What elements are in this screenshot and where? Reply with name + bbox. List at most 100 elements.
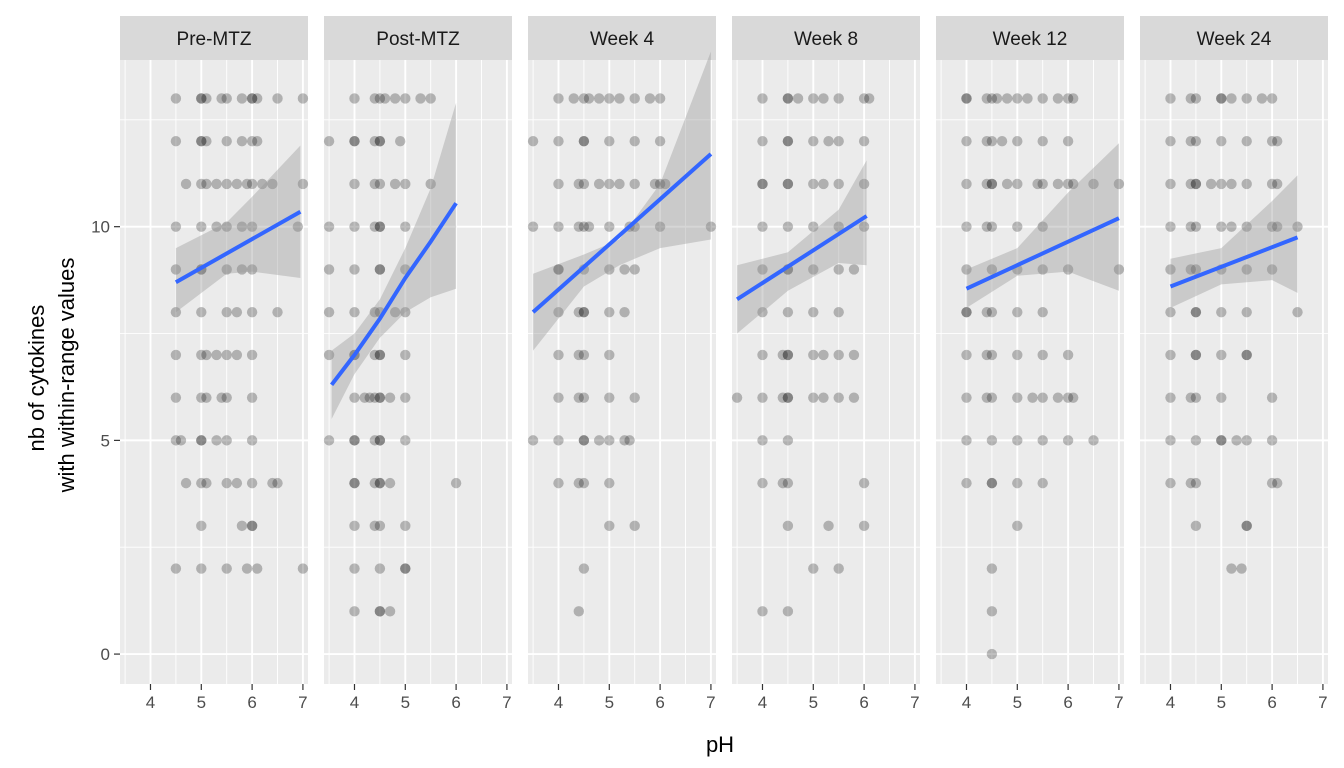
data-point xyxy=(578,435,590,446)
data-point xyxy=(1165,93,1176,104)
data-point xyxy=(374,435,386,446)
data-point xyxy=(450,477,462,489)
data-point xyxy=(400,349,411,361)
data-point xyxy=(604,520,615,532)
data-point xyxy=(629,392,640,403)
data-point xyxy=(1001,178,1013,190)
x-axis-ticks: 4 5 6 7 xyxy=(1166,684,1328,712)
data-point xyxy=(1190,349,1202,361)
data-point xyxy=(782,349,794,361)
data-point xyxy=(180,477,192,489)
data-point xyxy=(833,221,844,232)
data-point xyxy=(808,221,819,232)
y-tick-label: 0 xyxy=(101,645,110,664)
data-point xyxy=(619,264,630,275)
data-point xyxy=(848,349,860,361)
data-point xyxy=(757,178,768,190)
data-point xyxy=(782,392,794,403)
data-point xyxy=(808,392,819,403)
data-point xyxy=(400,221,411,232)
facet-strip-label: Week 24 xyxy=(1197,29,1272,50)
data-point xyxy=(1012,520,1023,532)
data-point xyxy=(374,264,386,275)
data-point xyxy=(981,93,993,104)
data-point xyxy=(986,93,998,104)
data-point xyxy=(593,93,605,104)
data-point xyxy=(833,93,844,104)
data-point xyxy=(1037,93,1048,104)
confidence-band xyxy=(175,145,301,313)
data-point xyxy=(573,477,585,489)
data-point xyxy=(757,264,768,275)
data-point xyxy=(1190,93,1202,104)
data-point xyxy=(267,178,278,190)
data-point xyxy=(1185,264,1197,275)
data-point xyxy=(833,349,844,361)
data-point xyxy=(1241,435,1252,446)
data-point xyxy=(981,221,993,232)
x-tick-label: 6 xyxy=(1267,693,1276,712)
data-point xyxy=(818,392,829,403)
gridlines xyxy=(324,60,512,684)
data-point xyxy=(858,93,870,104)
data-point xyxy=(808,563,819,574)
data-point xyxy=(1062,93,1074,104)
x-tick-label: 5 xyxy=(809,693,818,712)
data-point xyxy=(553,264,564,275)
data-point xyxy=(1037,392,1048,403)
facet-panel: Post-MTZ 4 5 6 7 xyxy=(323,16,512,712)
data-point xyxy=(201,392,212,403)
data-point xyxy=(369,520,381,532)
data-point xyxy=(196,178,207,190)
y-tick-label: 10 xyxy=(91,218,110,237)
data-point xyxy=(1241,221,1252,232)
data-point xyxy=(246,477,258,489)
data-point xyxy=(757,306,768,318)
data-point xyxy=(374,221,386,232)
data-point xyxy=(961,93,972,104)
data-point xyxy=(986,178,998,190)
data-point xyxy=(1165,477,1176,489)
data-point xyxy=(808,93,819,104)
data-point xyxy=(1037,349,1048,361)
data-point xyxy=(400,178,411,190)
data-point xyxy=(961,306,972,318)
data-point xyxy=(236,93,248,104)
data-point xyxy=(731,392,743,403)
data-point xyxy=(757,606,768,617)
data-point xyxy=(782,435,794,446)
data-point xyxy=(991,93,1003,104)
data-point xyxy=(614,178,625,190)
data-point xyxy=(782,93,794,104)
x-tick-label: 7 xyxy=(298,693,307,712)
data-point xyxy=(808,178,819,190)
data-point xyxy=(981,392,993,403)
data-point xyxy=(374,606,386,617)
facet-panel: Week 12 4 5 6 7 xyxy=(936,16,1125,712)
data-point xyxy=(246,136,258,147)
data-point xyxy=(833,136,844,147)
data-point xyxy=(808,264,819,275)
data-point xyxy=(369,349,381,361)
data-point xyxy=(400,306,411,318)
data-point xyxy=(604,306,615,318)
data-point xyxy=(196,93,207,104)
data-point xyxy=(1185,93,1197,104)
data-point xyxy=(297,563,309,574)
data-point xyxy=(400,392,411,403)
data-point xyxy=(782,606,794,617)
facet-strip-label: Week 12 xyxy=(993,29,1068,50)
x-tick-label: 7 xyxy=(706,693,715,712)
data-point xyxy=(986,435,998,446)
data-point xyxy=(323,435,335,446)
data-point xyxy=(553,264,564,275)
data-point xyxy=(578,178,590,190)
data-point xyxy=(777,392,789,403)
data-point xyxy=(1216,349,1227,361)
data-point xyxy=(374,93,386,104)
data-point xyxy=(1266,392,1278,403)
data-point xyxy=(1012,477,1023,489)
data-point xyxy=(1022,93,1033,104)
data-point xyxy=(833,563,844,574)
